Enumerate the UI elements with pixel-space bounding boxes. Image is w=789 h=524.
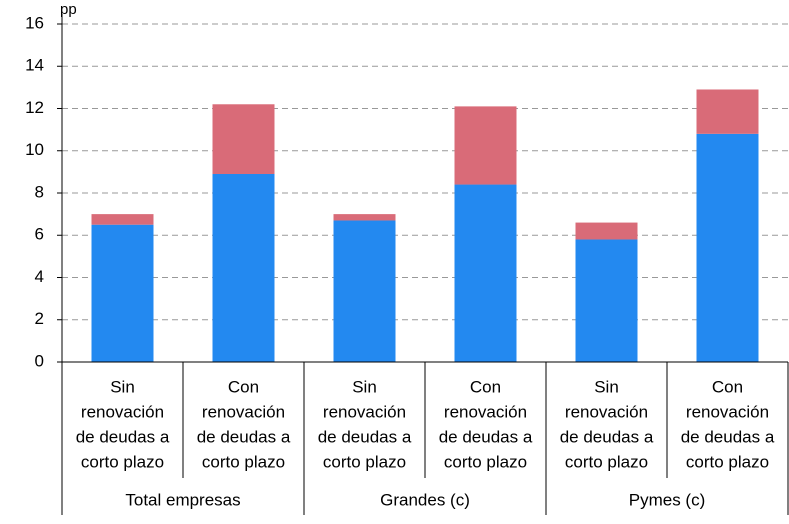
x-tick-label: Sin xyxy=(594,377,619,396)
bar-segment xyxy=(333,214,396,221)
x-tick-label: Sin xyxy=(352,377,377,396)
x-tick-label: Con xyxy=(228,377,259,396)
y-tick-label: 10 xyxy=(25,140,44,159)
x-tick-label: corto plazo xyxy=(565,452,648,471)
y-tick-label: 2 xyxy=(35,309,44,328)
bar-segment xyxy=(212,173,275,362)
x-tick-label: corto plazo xyxy=(444,452,527,471)
x-tick-label: Sin xyxy=(110,377,135,396)
y-axis-label: pp xyxy=(60,1,77,18)
group-label: Pymes (c) xyxy=(629,490,706,509)
x-tick-label: de deudas a xyxy=(76,427,170,446)
x-tick-label: corto plazo xyxy=(81,452,164,471)
group-label: Total empresas xyxy=(125,490,240,509)
y-tick-label: 0 xyxy=(35,351,44,370)
x-tick-label: Con xyxy=(470,377,501,396)
x-tick-label: renovación xyxy=(565,402,648,421)
y-tick-label: 16 xyxy=(25,13,44,32)
bar-segment xyxy=(333,220,396,362)
bar-segment xyxy=(696,133,759,362)
x-tick-label: de deudas a xyxy=(197,427,291,446)
x-tick-label: corto plazo xyxy=(202,452,285,471)
x-tick-label: de deudas a xyxy=(681,427,775,446)
bar-segment xyxy=(696,89,759,134)
x-tick-label: renovación xyxy=(81,402,164,421)
bar-segment xyxy=(575,222,638,240)
x-tick-label: de deudas a xyxy=(439,427,533,446)
x-tick-label: de deudas a xyxy=(560,427,654,446)
bar-segment xyxy=(91,224,154,362)
y-tick-label: 14 xyxy=(25,56,44,75)
bar-segment xyxy=(91,214,154,225)
bar-segment xyxy=(575,239,638,362)
bar-segment xyxy=(454,184,517,362)
x-tick-label: corto plazo xyxy=(323,452,406,471)
x-tick-label: renovación xyxy=(202,402,285,421)
y-tick-label: 4 xyxy=(35,267,44,286)
x-tick-label: corto plazo xyxy=(686,452,769,471)
x-tick-label: renovación xyxy=(444,402,527,421)
x-tick-label: renovación xyxy=(323,402,406,421)
x-tick-label: de deudas a xyxy=(318,427,412,446)
bar-segment xyxy=(454,106,517,185)
x-tick-label: Con xyxy=(712,377,743,396)
x-tick-label: renovación xyxy=(686,402,769,421)
bar-segment xyxy=(212,104,275,174)
y-tick-label: 8 xyxy=(35,182,44,201)
group-label: Grandes (c) xyxy=(380,490,470,509)
y-tick-label: 6 xyxy=(35,225,44,244)
y-tick-label: 12 xyxy=(25,98,44,117)
